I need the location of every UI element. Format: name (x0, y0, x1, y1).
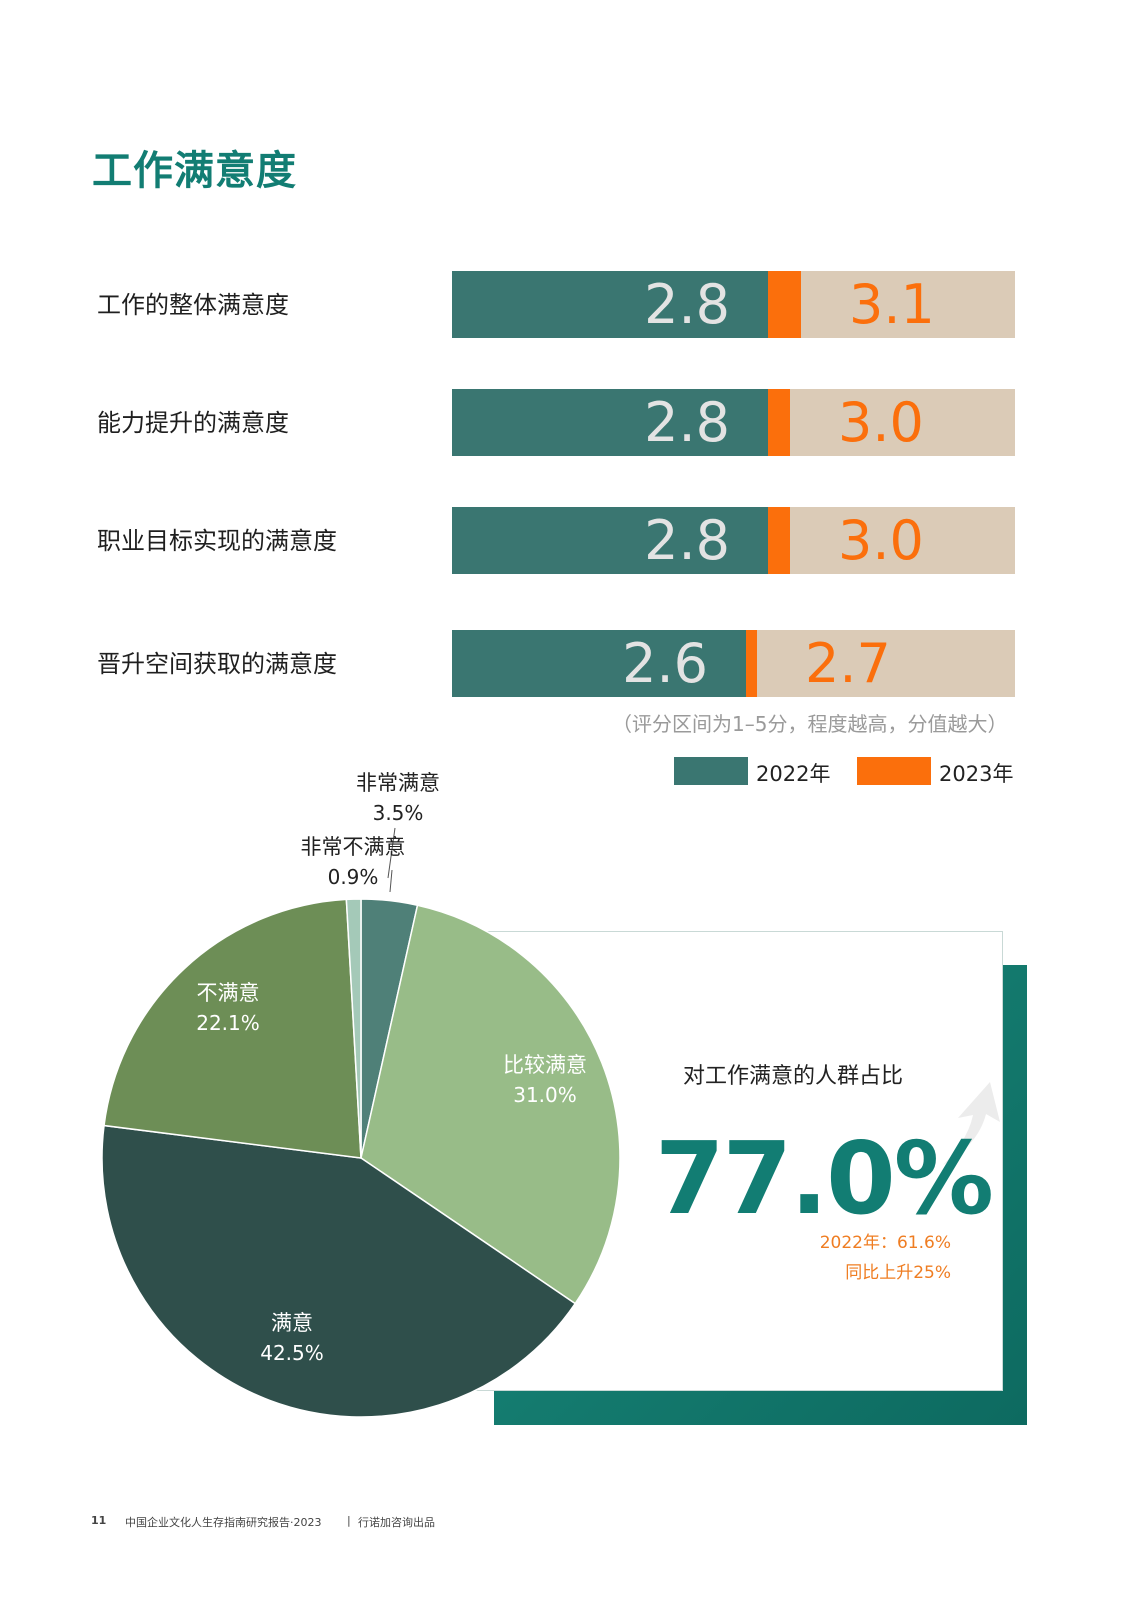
pie-slice-label: 不满意 (197, 981, 260, 1005)
bar-value-2023: 2.7 (805, 634, 891, 694)
bar-row: 工作的整体满意度 2.8 3.1 (0, 271, 1131, 338)
bar-value-2023: 3.0 (838, 511, 924, 571)
pie-slice-label: 非常满意 (356, 771, 440, 795)
pie-slice-percent: 0.9% (328, 865, 379, 889)
bar-category-label: 工作的整体满意度 (97, 285, 289, 320)
pie-slice-percent: 3.5% (373, 801, 424, 825)
bar-track: 2.8 3.0 (452, 389, 1015, 456)
footer-separator: | (347, 1514, 351, 1527)
bar-value-2023: 3.0 (838, 393, 924, 453)
pie-chart: 非常满意 3.5% 比较满意 31.0% 满意 42.5% 不满意 22.1% 非常不满意 0.9… (0, 760, 680, 1440)
bar-category-label: 能力提升的满意度 (97, 403, 289, 438)
pie-slice-label: 比较满意 (503, 1053, 587, 1077)
bar-row: 晋升空间获取的满意度 2.6 2.7 (0, 630, 1131, 697)
pie-slice-percent: 31.0% (513, 1083, 577, 1107)
legend-swatch-2023 (857, 757, 931, 785)
bar-category-label: 晋升空间获取的满意度 (97, 644, 337, 679)
bar-category-label: 职业目标实现的满意度 (97, 521, 337, 556)
pie-leader-line (390, 870, 392, 892)
bar-row: 能力提升的满意度 2.8 3.0 (0, 389, 1131, 456)
bar-track: 2.6 2.7 (452, 630, 1015, 697)
footer-report-title: 中国企业文化人生存指南研究报告·2023 (125, 1514, 322, 1530)
bar-2023-increase (768, 271, 801, 338)
callout-prev-year: 2022年：61.6% (820, 1228, 951, 1253)
bar-value-2022: 2.6 (452, 634, 708, 694)
bar-2023-increase (768, 507, 790, 574)
bar-value-2022: 2.8 (452, 275, 730, 335)
legend-label-2023: 2023年 (939, 758, 1013, 788)
bar-value-2022: 2.8 (452, 393, 730, 453)
bar-track: 2.8 3.0 (452, 507, 1015, 574)
callout-change: 同比上升25% (845, 1258, 951, 1283)
legend-swatch-2022 (674, 757, 748, 785)
callout-value: 77.0% (655, 1120, 992, 1237)
bar-2023-increase (746, 630, 757, 697)
pie-slice-label: 非常不满意 (301, 835, 406, 859)
bar-track: 2.8 3.1 (452, 271, 1015, 338)
footer-publisher: 行诺加咨询出品 (358, 1514, 435, 1530)
page-title: 工作满意度 (92, 138, 297, 196)
score-range-note: （评分区间为1–5分，程度越高，分值越大） (612, 708, 1007, 737)
pie-slice-label: 满意 (271, 1311, 313, 1335)
legend-label-2022: 2022年 (756, 758, 830, 788)
pie-slice-percent: 42.5% (260, 1341, 324, 1365)
bar-2023-increase (768, 389, 790, 456)
page-number: 11 (91, 1514, 106, 1527)
pie-slice-percent: 22.1% (196, 1011, 260, 1035)
callout-label: 对工作满意的人群占比 (683, 1058, 903, 1090)
bar-value-2023: 3.1 (849, 275, 935, 335)
bar-value-2022: 2.8 (452, 511, 730, 571)
bar-row: 职业目标实现的满意度 2.8 3.0 (0, 507, 1131, 574)
